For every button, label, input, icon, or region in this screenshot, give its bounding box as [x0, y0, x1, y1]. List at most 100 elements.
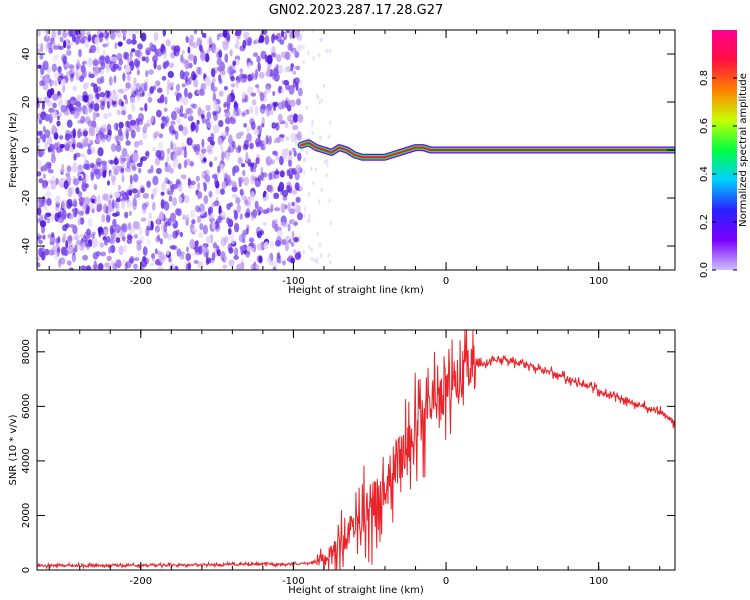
noise-cell [228, 227, 232, 235]
noise-cell [127, 189, 131, 195]
noise-cell [100, 251, 106, 257]
noise-cell [93, 205, 97, 211]
noise-cell [327, 135, 331, 140]
noise-cell [247, 61, 252, 69]
noise-cell [195, 124, 199, 133]
noise-cell [211, 202, 216, 207]
x-tick-label: -100 [282, 576, 305, 587]
noise-cell [195, 175, 200, 182]
noise-cell [267, 104, 273, 111]
noise-cell [245, 151, 249, 162]
noise-cell [287, 43, 293, 51]
noise-cell [297, 152, 302, 162]
noise-cell [243, 31, 250, 40]
noise-cell [202, 244, 207, 250]
noise-cell [121, 101, 124, 107]
noise-cell [140, 187, 145, 194]
noise-cell [277, 101, 284, 110]
noise-cell [187, 53, 195, 61]
noise-cell [204, 211, 208, 218]
noise-cell [328, 198, 331, 203]
noise-cell [249, 105, 254, 113]
noise-cell [72, 224, 78, 235]
noise-cell [59, 144, 66, 149]
noise-cell [170, 120, 176, 126]
noise-cell [42, 234, 46, 240]
noise-cell [52, 55, 57, 62]
noise-cell [131, 165, 137, 171]
noise-cell [141, 202, 147, 211]
noise-cell [113, 75, 117, 84]
noise-cell [37, 130, 42, 136]
noise-cell [176, 248, 182, 257]
noise-cell [302, 44, 305, 50]
noise-cell [132, 196, 136, 204]
noise-cell [131, 48, 136, 53]
noise-cell [239, 245, 246, 251]
noise-cell [212, 86, 218, 92]
noise-cell [312, 180, 315, 185]
noise-cell [39, 80, 44, 87]
noise-cell [116, 109, 121, 116]
noise-cell [107, 159, 112, 164]
noise-cell [138, 167, 142, 174]
noise-cell [202, 157, 207, 163]
noise-cell [83, 196, 90, 205]
noise-cell [110, 261, 115, 267]
noise-cell [246, 133, 252, 143]
noise-cell [285, 242, 289, 252]
noise-cell [256, 243, 264, 251]
noise-cell [281, 260, 286, 266]
noise-cell [231, 140, 236, 147]
noise-cell [121, 223, 126, 232]
noise-cell [159, 238, 163, 245]
noise-cell [318, 100, 321, 105]
noise-cell [37, 200, 40, 209]
noise-cell [212, 242, 218, 249]
noise-cell [319, 135, 322, 141]
noise-cell [174, 130, 179, 140]
noise-cell [63, 40, 67, 49]
noise-cell [185, 35, 189, 43]
noise-cell [146, 238, 151, 245]
noise-cell [136, 251, 140, 259]
noise-cell [185, 76, 189, 84]
noise-cell [70, 73, 75, 78]
noise-cell [233, 247, 239, 257]
noise-cell [127, 73, 131, 82]
noise-cell [213, 124, 220, 134]
noise-cell [294, 51, 300, 58]
noise-cell [41, 181, 47, 190]
noise-cell [67, 198, 73, 205]
noise-cell [279, 170, 285, 178]
noise-cell [125, 166, 132, 173]
noise-cell [93, 260, 98, 270]
noise-cell [276, 255, 280, 264]
noise-cell [105, 55, 110, 64]
noise-cell [38, 97, 43, 105]
noise-cell [106, 214, 111, 223]
noise-cell [59, 36, 64, 43]
noise-cell [242, 39, 247, 49]
noise-cell [117, 41, 123, 47]
noise-cell [122, 236, 126, 242]
noise-cell [80, 115, 86, 124]
colorbar: 0.0 0.2 0.4 0.6 0.8 Normalized spectral ampl… [699, 30, 749, 278]
noise-cell [280, 88, 285, 94]
noise-cell [37, 235, 41, 241]
noise-cell [180, 251, 185, 256]
noise-cell [45, 191, 52, 198]
noise-cell [76, 94, 83, 102]
noise-cell [198, 245, 203, 255]
noise-cell [288, 158, 292, 167]
noise-cell [37, 30, 41, 37]
noise-cell [103, 228, 109, 236]
noise-cell [119, 131, 124, 142]
noise-cell [109, 97, 113, 106]
noise-cell [295, 65, 301, 71]
noise-cell [69, 146, 74, 153]
y-tick-label: 20 [21, 96, 32, 109]
noise-cell [64, 141, 71, 152]
noise-cell [314, 167, 317, 172]
